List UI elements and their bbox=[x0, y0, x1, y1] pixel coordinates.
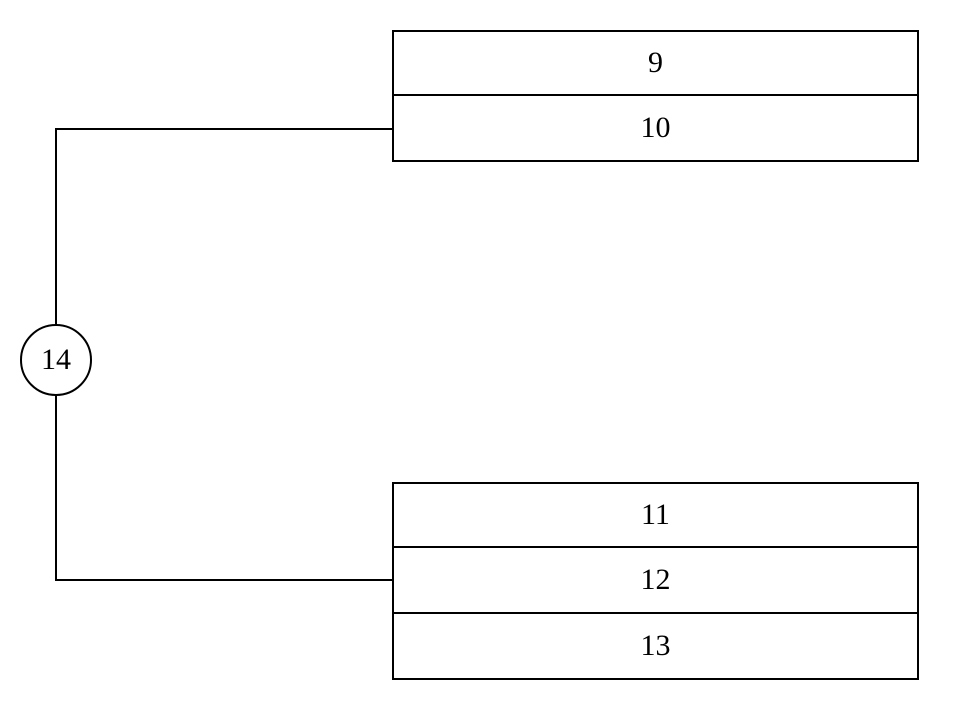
box-label: 12 bbox=[641, 563, 671, 597]
box-label: 13 bbox=[641, 629, 671, 663]
box-10: 10 bbox=[392, 96, 919, 162]
circle-node-label: 14 bbox=[41, 343, 71, 377]
circle-node-14: 14 bbox=[20, 324, 92, 396]
top-box-group: 9 10 bbox=[392, 30, 919, 162]
box-12: 12 bbox=[392, 548, 919, 614]
connector-horizontal-bottom bbox=[55, 579, 392, 581]
box-label: 11 bbox=[641, 498, 670, 532]
bottom-box-group: 11 12 13 bbox=[392, 482, 919, 680]
connector-horizontal-top bbox=[55, 128, 392, 130]
connector-vertical-bottom bbox=[55, 395, 57, 581]
connector-vertical-top bbox=[55, 130, 57, 325]
box-9: 9 bbox=[392, 30, 919, 96]
diagram-container: 14 9 10 11 12 13 bbox=[0, 0, 959, 715]
box-label: 9 bbox=[648, 46, 663, 80]
box-11: 11 bbox=[392, 482, 919, 548]
box-label: 10 bbox=[641, 111, 671, 145]
box-13: 13 bbox=[392, 614, 919, 680]
